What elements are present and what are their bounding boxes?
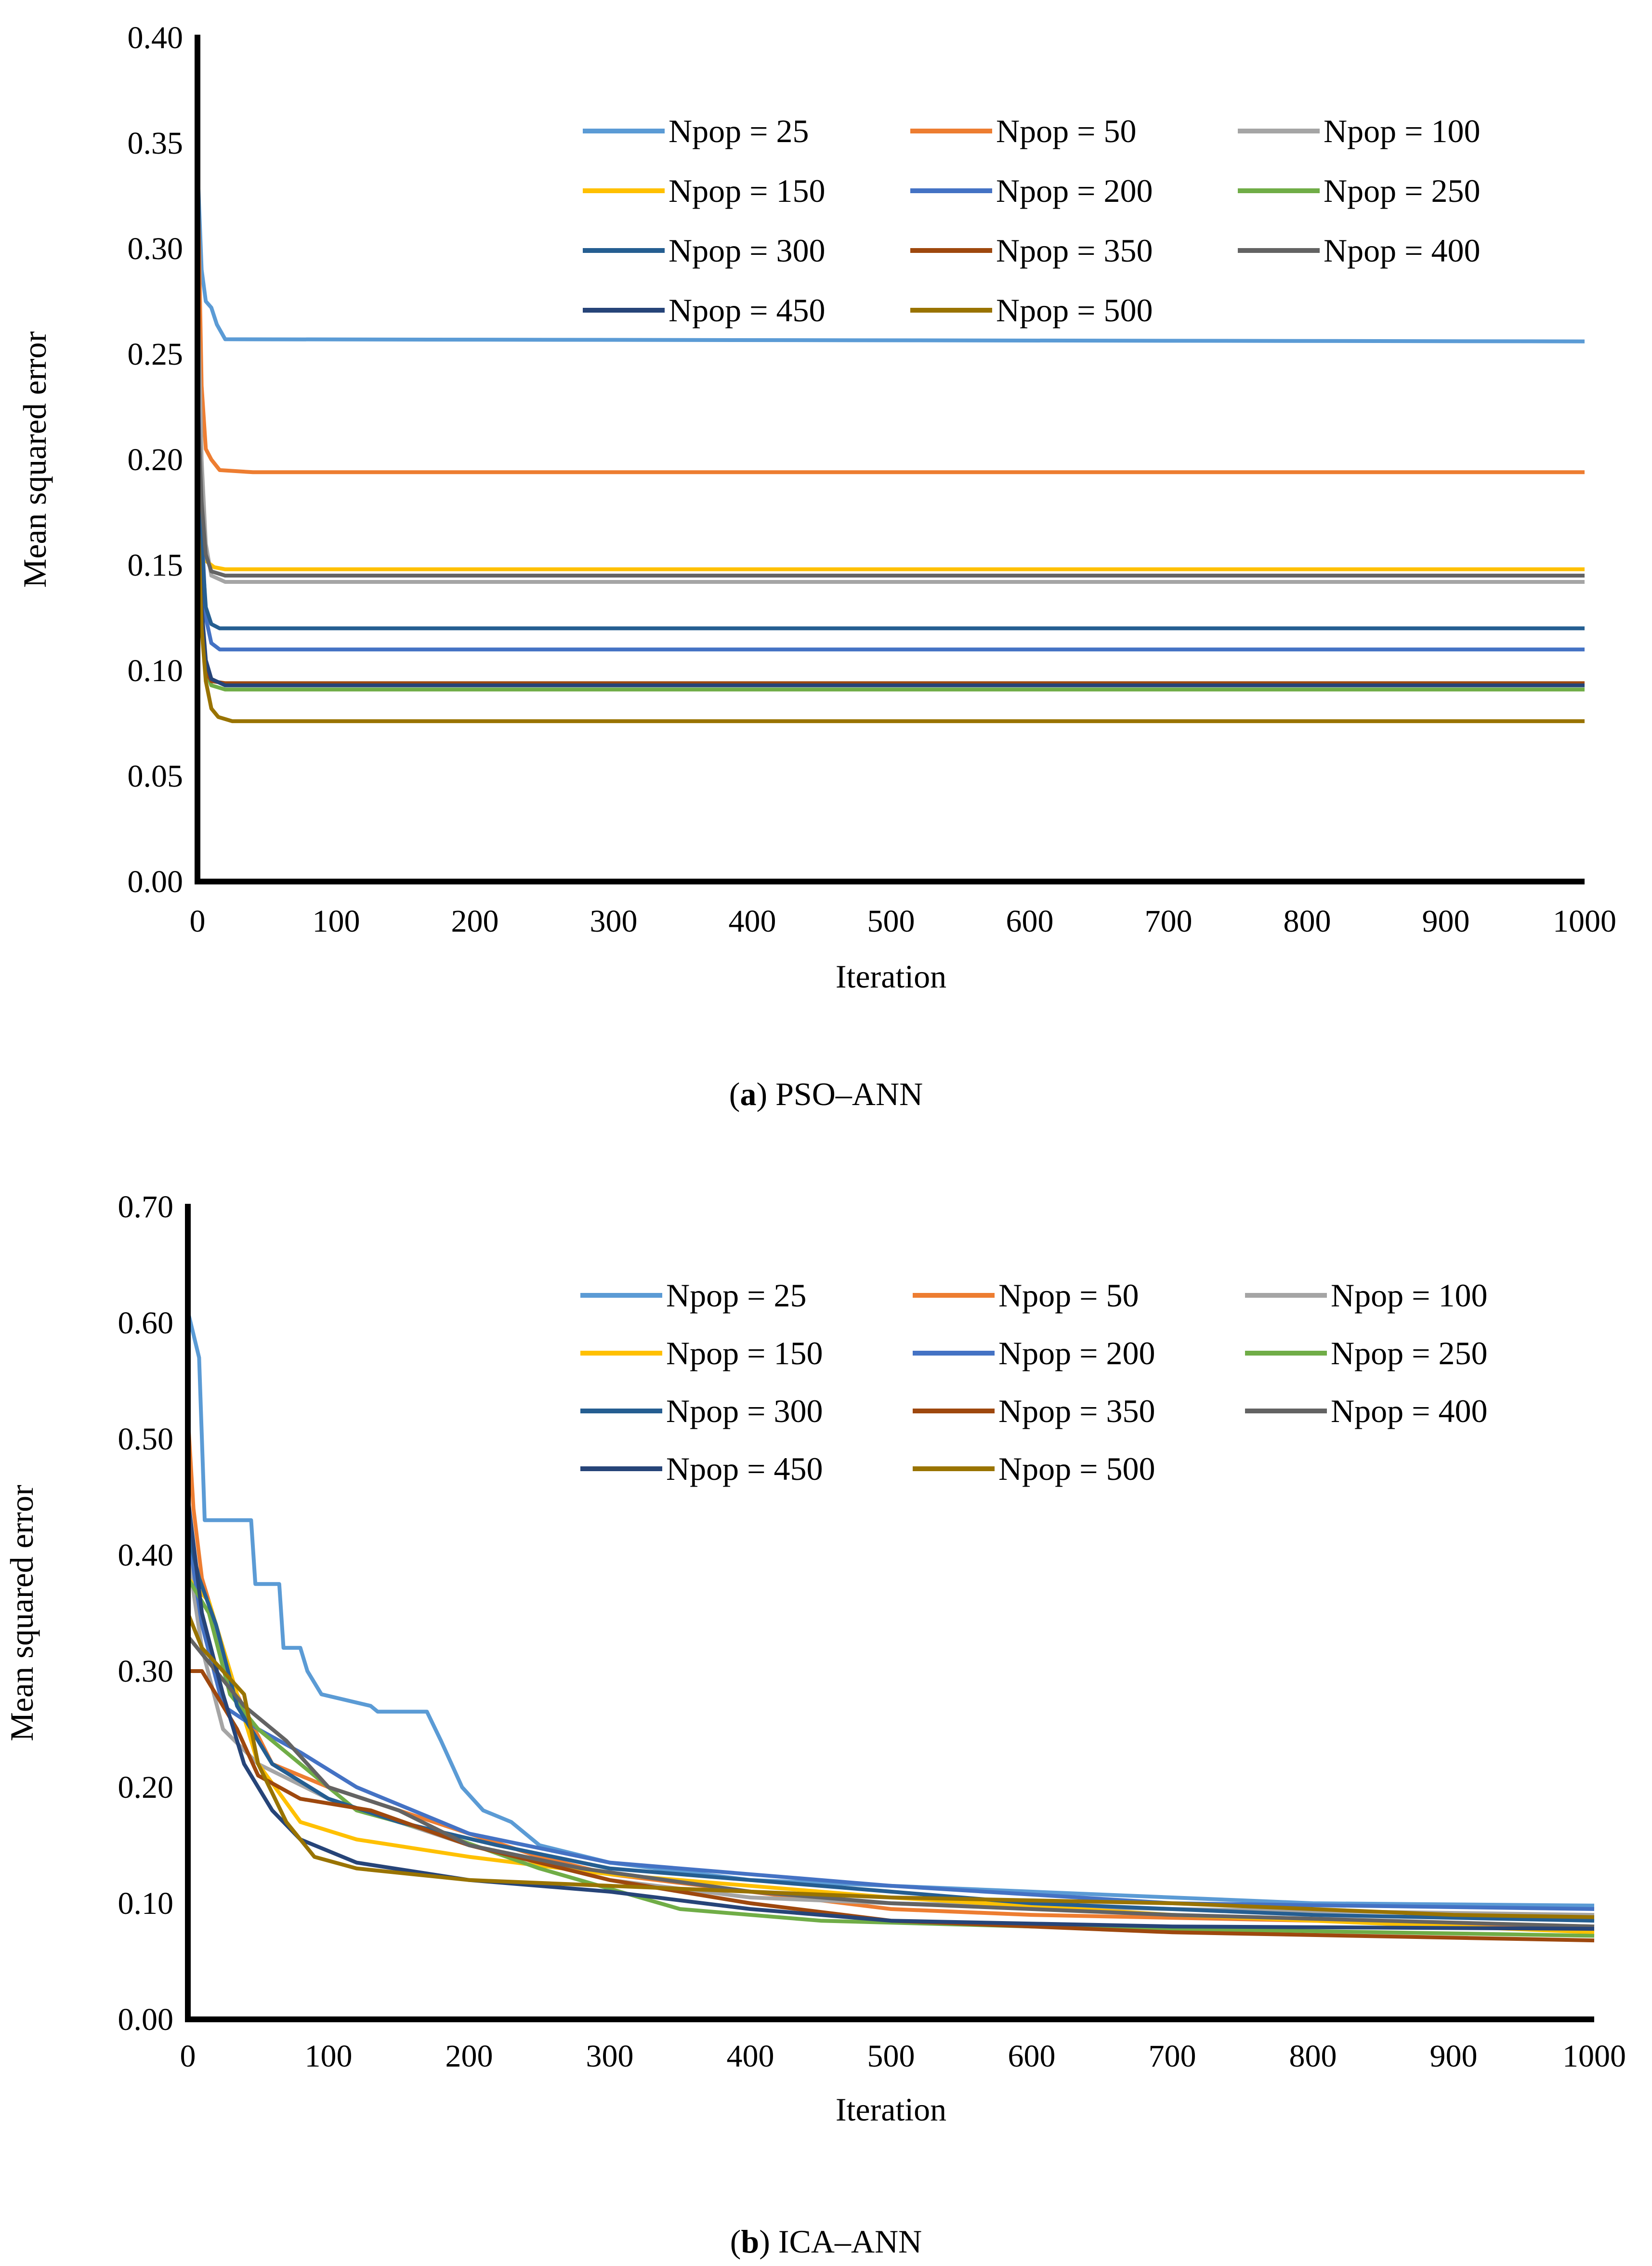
legend-label: Npop = 250	[1331, 1335, 1487, 1371]
chart-pso-ann: 0.00 0.05 0.10 0.15 0.20 0.25 0.30 0.35 0.40 0 100…	[16, 20, 1616, 995]
panel-pso-ann: 0.00 0.05 0.10 0.15 0.20 0.25 0.30 0.35 0.40 0 100…	[16, 20, 1616, 1112]
series-line-npop-400	[186, 1635, 1595, 1929]
legend-label: Npop = 150	[666, 1335, 823, 1371]
y-axis-title: Mean squared error	[16, 331, 53, 588]
series-line-npop-450	[186, 1497, 1595, 1931]
legend-label: Npop = 250	[1324, 172, 1480, 209]
series-line-npop-100	[186, 1555, 1595, 1917]
caption-letter: a	[740, 1076, 757, 1112]
x-tick-label: 500	[867, 904, 915, 939]
series-line-npop-500	[196, 501, 1585, 724]
x-tick-label: 0	[180, 2039, 196, 2074]
y-tick-label: 0.20	[128, 442, 184, 477]
series-line-npop-250	[196, 501, 1585, 692]
x-tick-label: 400	[729, 904, 776, 939]
legend-label: Npop = 400	[1324, 232, 1480, 269]
x-tick-label: 0	[190, 904, 206, 939]
y-tick-label: 0.25	[128, 337, 184, 372]
legend-label: Npop = 350	[996, 232, 1153, 269]
series-lines	[196, 164, 1585, 724]
x-tick-label: 100	[313, 904, 360, 939]
legend-label: Npop = 50	[998, 1277, 1139, 1314]
legend-label: Npop = 200	[996, 172, 1153, 209]
panel-ica-ann: 0.00 0.10 0.20 0.30 0.40 0.50 0.60 0.70 0 100 200 3…	[0, 1133, 1652, 2266]
legend-label: Npop = 500	[998, 1450, 1155, 1487]
series-line-npop-500	[186, 1612, 1595, 1919]
series-line-npop-400	[196, 396, 1585, 578]
series-line-npop-50	[196, 164, 1585, 474]
series-line-npop-300	[196, 396, 1585, 631]
x-tick-label: 200	[451, 904, 499, 939]
y-axis-title: Mean squared error	[3, 1485, 40, 1741]
legend-label: Npop = 200	[998, 1335, 1155, 1371]
x-tick-label: 400	[727, 2039, 774, 2074]
x-tick-label: 100	[305, 2039, 353, 2074]
legend-label: Npop = 350	[998, 1393, 1155, 1429]
series-line-npop-150	[196, 501, 1585, 571]
legend-label: Npop = 450	[669, 292, 825, 329]
x-tick-label: 600	[1008, 2039, 1056, 2074]
x-axis-title: Iteration	[836, 958, 946, 995]
x-tick-label: 1000	[1553, 904, 1616, 939]
series-line-npop-250	[186, 1577, 1595, 1938]
y-tick-label: 0.05	[128, 759, 184, 794]
series-lines	[186, 1310, 1595, 1943]
x-tick-label: 700	[1145, 904, 1193, 939]
y-tick-label: 0.35	[128, 126, 184, 161]
x-tick-label: 300	[590, 904, 638, 939]
x-axis-title: Iteration	[836, 2091, 946, 2128]
legend-label: Npop = 300	[669, 232, 825, 269]
y-tick-label: 0.10	[128, 653, 184, 688]
legend-label: Npop = 50	[996, 113, 1136, 149]
legend-label: Npop = 400	[1331, 1393, 1487, 1429]
series-line-npop-200	[196, 375, 1585, 652]
y-tick-label: 0.60	[118, 1305, 174, 1341]
x-tick-label: 800	[1289, 2039, 1337, 2074]
series-line-npop-50	[186, 1415, 1595, 1929]
y-tick-label: 0.00	[118, 2002, 174, 2037]
legend-label: Npop = 150	[669, 172, 825, 209]
x-tick-label: 900	[1430, 2039, 1478, 2074]
y-tick-label: 0.20	[118, 1770, 174, 1805]
x-tick-label: 300	[586, 2039, 634, 2074]
series-line-npop-100	[196, 280, 1585, 584]
caption-title: ICA–ANN	[778, 2223, 922, 2260]
y-tick-label: 0.30	[118, 1654, 174, 1689]
x-tick-label: 200	[446, 2039, 493, 2074]
x-tick-label: 1000	[1562, 2039, 1626, 2074]
legend: Npop = 25 Npop = 50 Npop = 100 Npop = 150 Np…	[583, 113, 1480, 329]
series-line-npop-25	[196, 164, 1585, 343]
y-tick-label: 0.70	[118, 1189, 174, 1225]
x-tick-label: 700	[1149, 2039, 1196, 2074]
series-line-npop-200	[186, 1531, 1595, 1911]
caption-letter: b	[741, 2223, 760, 2260]
legend-label: Npop = 300	[666, 1393, 823, 1429]
series-line-npop-450	[196, 501, 1585, 687]
chart-ica-ann: 0.00 0.10 0.20 0.30 0.40 0.50 0.60 0.70 0 100 200 3…	[3, 1189, 1626, 2128]
x-tick-label: 900	[1422, 904, 1470, 939]
legend-label: Npop = 25	[666, 1277, 806, 1314]
legend-label: Npop = 450	[666, 1450, 823, 1487]
legend-label: Npop = 100	[1331, 1277, 1487, 1314]
y-tick-label: 0.30	[128, 231, 184, 266]
y-tick-label: 0.15	[128, 548, 184, 583]
y-tick-label: 0.10	[118, 1886, 174, 1921]
y-tick-label: 0.40	[118, 1538, 174, 1573]
x-tick-label: 500	[867, 2039, 915, 2074]
caption-pso-ann: (a) PSO–ANN	[729, 1076, 923, 1112]
legend: Npop = 25 Npop = 50 Npop = 100 Npop = 150 Np…	[580, 1277, 1487, 1487]
y-tick-label: 0.40	[128, 20, 184, 55]
x-tick-label: 600	[1006, 904, 1054, 939]
y-tick-label: 0.00	[128, 864, 184, 899]
legend-label: Npop = 100	[1324, 113, 1480, 149]
legend-label: Npop = 25	[669, 113, 809, 149]
legend-label: Npop = 500	[996, 292, 1153, 329]
caption-title: PSO–ANN	[775, 1076, 923, 1112]
series-line-npop-300	[186, 1531, 1595, 1923]
caption-ica-ann: (b) ICA–ANN	[730, 2223, 922, 2260]
x-tick-label: 800	[1284, 904, 1331, 939]
y-tick-label: 0.50	[118, 1422, 174, 1457]
series-line-npop-150	[186, 1577, 1595, 1935]
